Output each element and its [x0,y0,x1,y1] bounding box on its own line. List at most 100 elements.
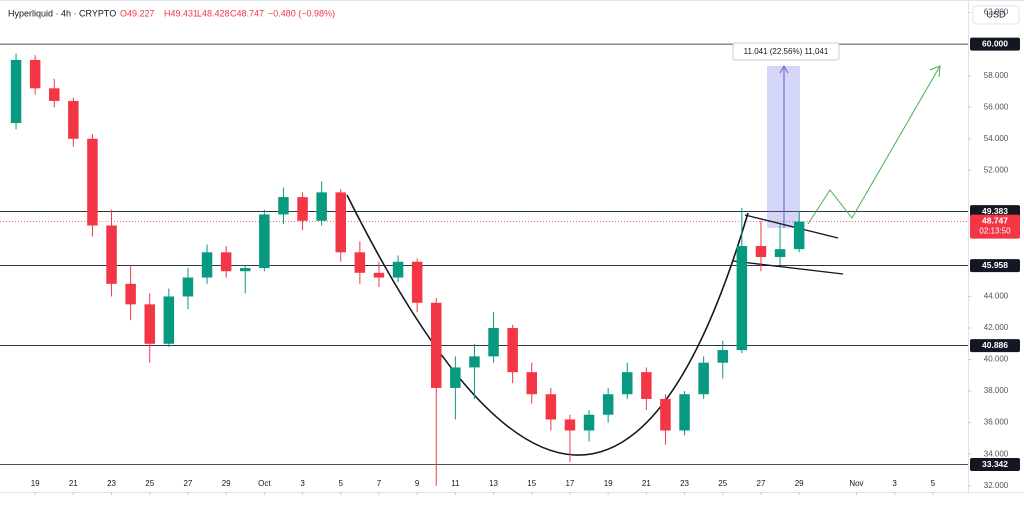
x-tick-label: 27 [183,479,192,488]
symbol: Hyperliquid · 4h · CRYPTO [8,8,116,18]
y-tick-label: 62.000 [984,8,1009,17]
y-tick-label: 42.000 [984,323,1009,332]
x-tick-label: 15 [527,479,536,488]
candle-body [602,394,614,415]
ohlc-low: L48.428 [197,8,230,18]
x-tick-label: 21 [642,479,651,488]
x-tick-label: Oct [258,479,271,488]
ohlc-high: H49.431 [164,8,198,18]
measure-label-box [732,42,840,61]
candle-body [698,362,709,395]
x-tick-label: 13 [489,479,498,488]
y-tick-label: 44.000 [984,292,1009,301]
level-tag-label: 33.342 [982,459,1008,469]
projection-arrow-head [929,65,941,78]
candle-body [335,192,347,253]
y-tick-label: 34.000 [984,449,1009,458]
candle-body [660,398,671,431]
x-tick-label: 19 [604,479,613,488]
candle-body [583,414,595,431]
candles [10,53,805,486]
x-tick-label: 27 [757,479,766,488]
x-tick-label: 3 [300,479,305,488]
x-tick-label: 11 [451,479,460,488]
candle-body [259,214,270,269]
level-tag [970,259,1020,273]
currency[interactable]: USD [986,9,1006,19]
candle-body [106,225,117,284]
candle-body [239,268,251,272]
measure-arrow-head [779,64,789,74]
x-tick-label: 25 [718,479,727,488]
x-tick-label: 25 [145,479,154,488]
change: −0.480 (−0.98%) [268,8,335,18]
candle-body [793,221,805,250]
cup-curve [346,194,749,456]
projection-path [807,65,941,225]
measure-label: 11.041 (22.56%) 11,041 [744,47,829,56]
header: Hyperliquid · 4h · CRYPTO O49.227 H49.43… [8,8,335,18]
candle-body [450,367,461,388]
candle-body [392,261,404,278]
x-tick-label: 7 [377,479,382,488]
candle-body [430,302,442,388]
candle-body [411,261,423,303]
candle-body [68,100,79,139]
candle-body [736,246,748,351]
currency-box[interactable] [972,5,1020,25]
candle-body [10,59,22,123]
candle-body [354,252,366,273]
candle-body [545,394,557,420]
candle-body [201,252,213,278]
candle-body [373,272,385,278]
x-tick-label: 5 [339,479,344,488]
candle-body [316,192,327,221]
candle-body [469,356,480,368]
countdown: 02:13:50 [979,227,1011,236]
y-tick-label: 32.000 [984,481,1009,490]
candle-body [144,304,155,344]
x-tick-label: 23 [680,479,689,488]
levels [0,43,968,465]
candle-body [29,59,41,89]
level-tag-label: 45.958 [982,260,1008,270]
candle-body [564,419,576,431]
ohlc-open: O49.227 [120,8,155,18]
candle-body [278,197,289,215]
x-tick-label: 9 [415,479,420,488]
x-tick-label: Nov [849,479,863,488]
candle-body [641,372,652,399]
candle-body [220,252,232,272]
x-tick-label: 5 [931,479,936,488]
candle-body [755,246,767,258]
last-price-tag [970,214,1020,239]
flag-lower [732,260,844,275]
x-tick-label: 21 [69,479,78,488]
candle-body [163,296,175,344]
level-tag-label: 40.886 [982,340,1008,350]
drawings: 11.041 (22.56%) 11,041 [346,42,941,456]
candle-body [182,277,194,297]
candle-body [48,88,60,101]
candle-body [125,283,136,305]
y-tick-label: 52.000 [984,165,1009,174]
level-tag [970,339,1020,353]
candle-body [87,138,98,226]
y-tick-label: 36.000 [984,418,1009,427]
candle-body [526,372,538,395]
y-tick-label: 54.000 [984,134,1009,143]
x-tick-label: 23 [107,479,116,488]
ohlc-close: C48.747 [230,8,264,18]
level-tag-label: 60.000 [982,38,1008,48]
x-tick-label: 19 [31,479,40,488]
axes: 62.000 58.000 56.000 54.000 52.000 44.000 42.0… [31,8,1020,495]
candle-body [297,197,308,221]
level-tag [970,458,1020,472]
level-tag-label: 49.383 [982,206,1008,216]
y-tick-label: 56.000 [984,102,1009,111]
y-tick-label: 58.000 [984,71,1009,80]
flag-upper [744,214,839,239]
candle-body [717,350,729,363]
